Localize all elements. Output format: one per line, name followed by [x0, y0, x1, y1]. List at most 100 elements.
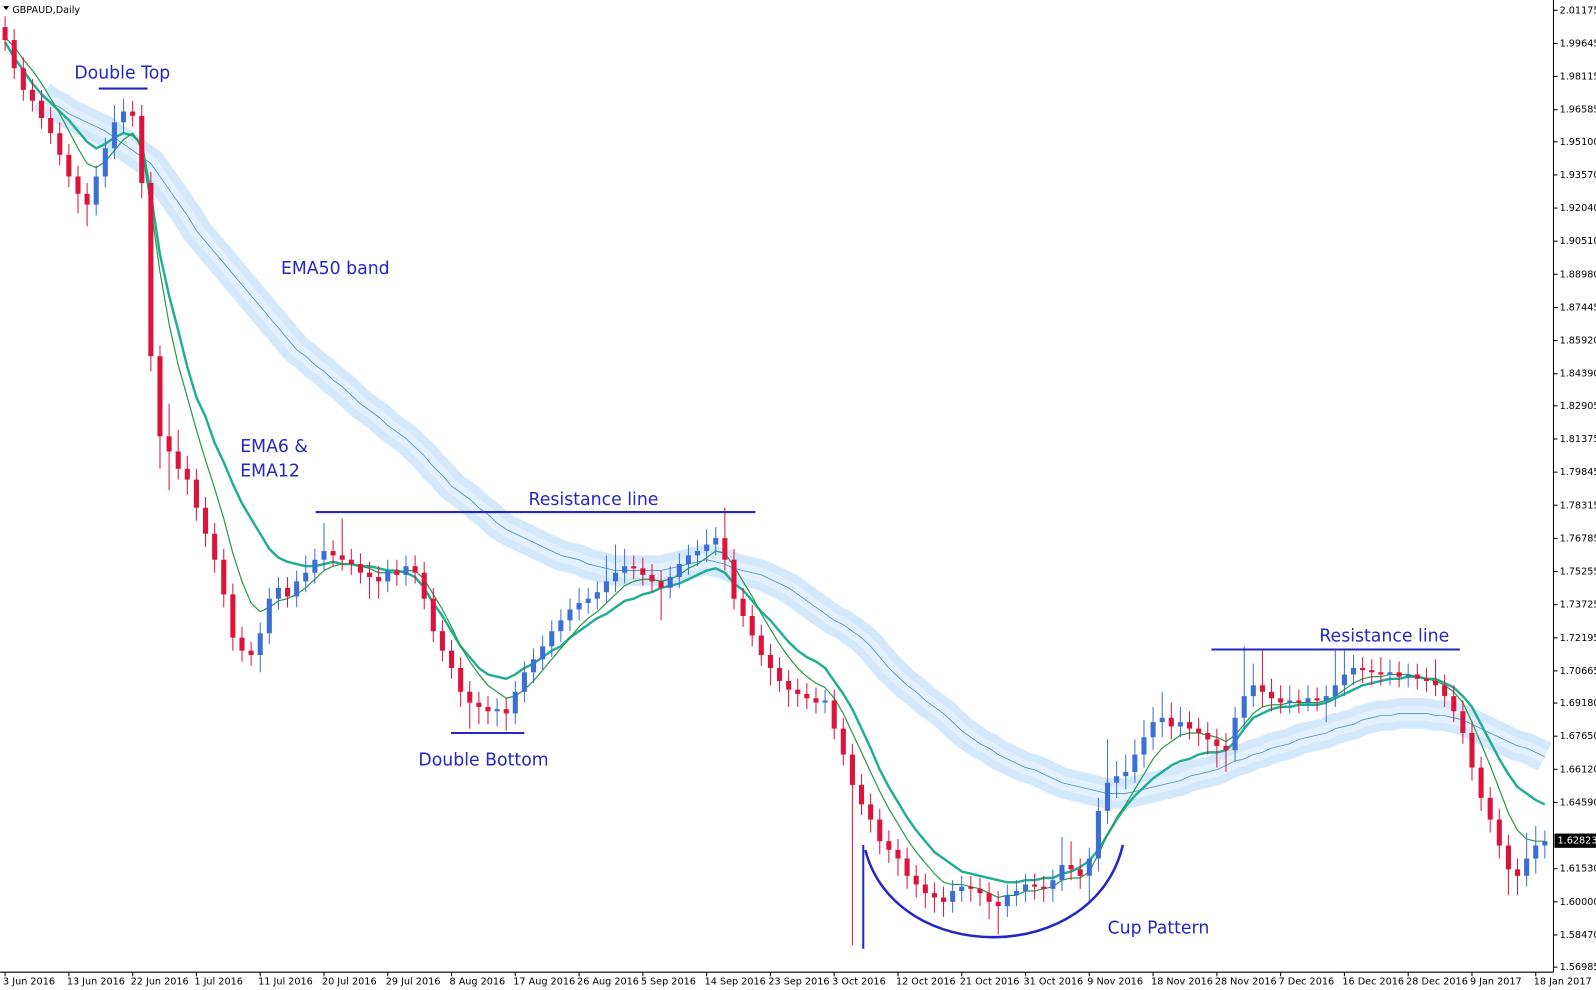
candle-body [530, 659, 537, 673]
candle-body [412, 566, 418, 573]
candle-body [1159, 717, 1165, 723]
y-tick-label: 1.60000 [1560, 897, 1596, 908]
candle-body [1268, 691, 1275, 699]
candle-body [75, 176, 81, 194]
candle-body [1250, 685, 1256, 697]
y-tick-label: 1.92040 [1560, 203, 1596, 214]
y-tick-label: 1.75255 [1560, 567, 1596, 578]
y-tick-label: 1.82905 [1560, 401, 1596, 412]
candle-body [1041, 886, 1047, 889]
chart-title: GBPAUD,Daily [12, 5, 80, 16]
candle-body [1296, 700, 1302, 703]
candle-body [1278, 698, 1284, 703]
x-tick-label: 28 Nov 2016 [1215, 976, 1277, 987]
candle-body [175, 451, 181, 469]
candle-body [1214, 739, 1220, 746]
candle-body [1314, 698, 1320, 701]
x-tick-label: 29 Jul 2016 [386, 976, 441, 987]
candle-body [622, 566, 628, 573]
candle-body [1451, 696, 1457, 712]
candle-body [1469, 732, 1475, 768]
candle-body [603, 581, 609, 593]
candle-body [130, 111, 136, 116]
y-tick-label: 1.72195 [1560, 633, 1596, 644]
candle-body [950, 890, 956, 902]
annotation: Resistance line [529, 490, 659, 510]
x-tick-label: 31 Oct 2016 [1023, 976, 1083, 987]
candle-body [868, 804, 874, 820]
y-tick-label: 1.99645 [1560, 38, 1596, 49]
candle-body [239, 637, 245, 651]
candle-body [11, 40, 17, 69]
candle-body [1496, 819, 1502, 846]
y-tick-label: 1.79845 [1560, 467, 1596, 478]
y-tick-label: 2.01175 [1560, 5, 1596, 16]
candle-body [1232, 717, 1238, 751]
annotation: EMA50 band [281, 259, 390, 279]
y-tick-label: 1.81375 [1560, 434, 1596, 445]
candle-body [1287, 700, 1293, 703]
candle-body [986, 893, 992, 902]
x-tick-label: 18 Nov 2016 [1151, 976, 1213, 987]
y-tick-label: 1.61530 [1560, 864, 1596, 875]
candle-body [403, 566, 409, 575]
candle-body [366, 572, 373, 578]
candle-body [20, 68, 26, 90]
candle-body [676, 564, 682, 578]
candle-body [977, 888, 983, 894]
candle-body [1432, 680, 1439, 686]
candle-body [166, 436, 172, 452]
candle-body [521, 672, 527, 692]
title-arrow [3, 6, 10, 11]
candle-body [1123, 771, 1129, 777]
annotation: EMA12 [240, 461, 300, 481]
x-tick-label: 26 Aug 2016 [577, 976, 639, 987]
y-tick-label: 1.70665 [1560, 666, 1596, 677]
candle-body [822, 700, 828, 703]
candle-body [348, 559, 354, 565]
candle-body [594, 592, 600, 599]
candle-body [1004, 895, 1010, 907]
cup-arc [864, 844, 1125, 939]
y-tick-label: 1.69180 [1560, 698, 1596, 709]
y-tick-label: 1.73725 [1560, 600, 1596, 611]
x-tick-label: 16 Dec 2016 [1342, 976, 1404, 987]
candle-body [294, 581, 300, 597]
candle-body [458, 667, 464, 692]
candle-body [38, 100, 45, 119]
candle-body [1542, 841, 1548, 846]
candle-body [430, 598, 436, 632]
candle-body [202, 507, 209, 534]
candle-body [193, 479, 199, 508]
candle-body [102, 148, 108, 177]
candle-body [394, 570, 400, 575]
candle-body [221, 559, 227, 595]
candle-body [139, 115, 145, 183]
candle-body [1396, 672, 1402, 677]
candle-body [1332, 685, 1338, 697]
y-tick-label: 1.95100 [1560, 137, 1596, 148]
candle-body [940, 897, 947, 902]
candle-body [776, 667, 783, 681]
candle-body [1177, 722, 1183, 727]
candle-body [1460, 711, 1466, 733]
annotation: Double Top [74, 63, 170, 83]
y-tick-label: 1.56985 [1560, 962, 1596, 973]
candle-body [968, 886, 974, 889]
candle-body [376, 577, 382, 582]
y-tick-label: 1.87445 [1560, 303, 1596, 314]
candle-body [120, 111, 127, 123]
y-tick-label: 1.58470 [1560, 930, 1596, 941]
candle-body [230, 594, 236, 638]
candle-body [357, 564, 363, 573]
candle-body [184, 468, 190, 480]
candle-body [212, 533, 218, 560]
candle-body [1423, 678, 1429, 681]
candle-body [330, 551, 336, 556]
candle-body [1086, 858, 1092, 876]
candle-body [467, 691, 473, 703]
candle-body [567, 609, 573, 621]
x-tick-label: 14 Sep 2016 [705, 976, 766, 987]
candle-body [66, 154, 72, 177]
